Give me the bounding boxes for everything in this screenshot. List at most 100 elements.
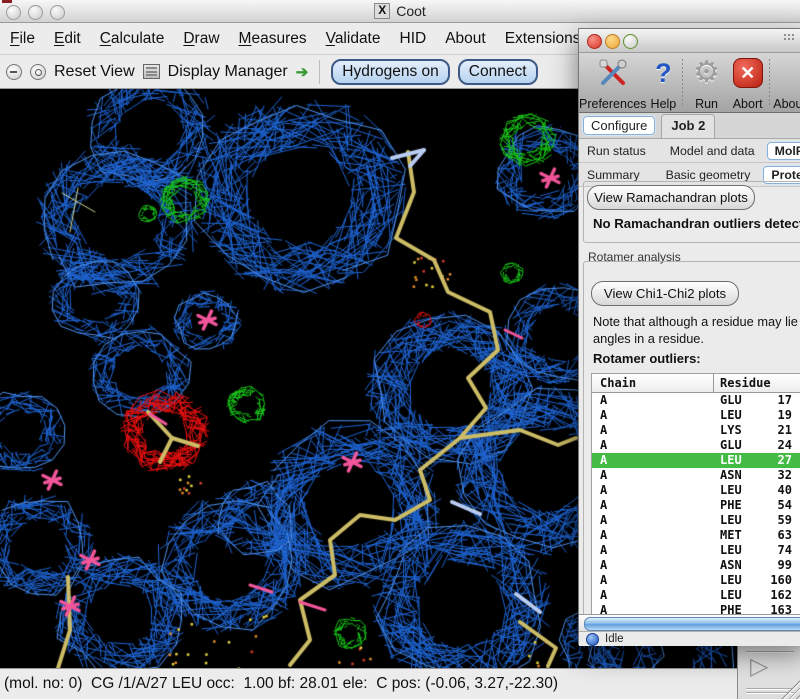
tab-configure[interactable]: Configure	[583, 116, 656, 135]
undo-icon[interactable]	[6, 63, 22, 80]
dialog-toolbar: Preferences? Help ⚙ Run ✕ Abort About	[579, 53, 800, 113]
menu-draw[interactable]: Draw	[183, 29, 220, 47]
cell-chain: A	[600, 468, 608, 482]
close-button[interactable]	[6, 5, 21, 20]
molprobity-dialog: Preferences? Help ⚙ Run ✕ Abort About Configur…	[578, 28, 800, 646]
menu-about[interactable]: About	[445, 29, 486, 47]
table-row[interactable]: A LEU 40	[592, 483, 800, 498]
table-row[interactable]: A GLU 24	[592, 438, 800, 453]
cell-residue-number: 59	[777, 513, 792, 527]
tools-icon	[599, 59, 627, 85]
ramachandran-frame	[583, 181, 800, 243]
display-manager-button[interactable]: Display Manager	[167, 62, 288, 80]
dialog-toolbar-run-button[interactable]: ⚙ Run	[685, 57, 728, 112]
dialog-status-text: Idle	[605, 633, 624, 645]
cell-residue-number: 99	[777, 558, 792, 572]
tab-protein[interactable]: Protein	[763, 165, 800, 184]
horizontal-scrollbar[interactable]	[579, 614, 800, 631]
table-row[interactable]: A LEU 74	[592, 543, 800, 558]
rotamer-analysis-label: Rotamer analysis	[585, 250, 684, 264]
cell-chain: A	[600, 483, 608, 497]
main-titlebar: X Coot	[0, 0, 800, 23]
reset-view-button[interactable]: Reset View	[54, 62, 135, 80]
cell-residue-number: 27	[777, 453, 792, 467]
column-header-chain[interactable]: Chain	[592, 374, 714, 392]
menu-hid[interactable]: HID	[399, 29, 427, 47]
table-row[interactable]: A LEU 19	[592, 408, 800, 423]
table-row[interactable]: A GLU 17	[592, 393, 800, 408]
table-row[interactable]: A MET 63	[592, 528, 800, 543]
menu-validate[interactable]: Validate	[325, 29, 381, 47]
table-row[interactable]: A LEU 160	[592, 573, 800, 588]
cell-residue-number: 40	[777, 483, 792, 497]
rotamer-note-line2: angles in a residue.	[593, 331, 704, 346]
cell-residue-name: LEU	[720, 588, 742, 602]
column-header-residue[interactable]: Residue	[720, 376, 771, 390]
tab-model-and-data[interactable]: Model and data	[669, 143, 755, 158]
tab-molprobity[interactable]: MolProbity	[766, 141, 800, 160]
menu-extensions[interactable]: Extensions	[504, 29, 581, 47]
menu-measures[interactable]: Measures	[238, 29, 307, 47]
grip-dots-icon	[783, 33, 795, 41]
menu-edit[interactable]: Edit	[53, 29, 81, 47]
dialog-minimize-button[interactable]	[605, 34, 620, 49]
tab-basic-geometry[interactable]: Basic geometry	[665, 167, 751, 182]
cell-chain: A	[600, 588, 608, 602]
tab-run-status[interactable]: Run status	[587, 143, 646, 158]
rotamer-outliers-label: Rotamer outliers:	[593, 351, 701, 366]
cell-residue-name: LEU	[720, 513, 742, 527]
cell-chain: A	[600, 603, 608, 617]
ramachandran-status-text: No Ramachandran outliers detected	[593, 216, 800, 231]
cell-residue-name: GLU	[720, 438, 742, 452]
dialog-close-button[interactable]	[587, 34, 602, 49]
scrollbar-thumb[interactable]	[584, 617, 800, 631]
atom-status-text: (mol. no: 0) CG /1/A/27 LEU occ: 1.00 bf…	[4, 675, 558, 692]
window-title: Coot	[396, 3, 426, 19]
divider	[746, 692, 794, 693]
dialog-zoom-button[interactable]	[623, 34, 638, 49]
dialog-toolbar-help-button[interactable]: ? Help	[646, 57, 680, 111]
table-row[interactable]: A PHE 163	[592, 603, 800, 618]
cell-chain: A	[600, 438, 608, 452]
cell-residue-name: MET	[720, 528, 742, 542]
cell-residue-name: LEU	[720, 483, 742, 497]
zoom-button[interactable]	[50, 5, 65, 20]
go-arrow-icon[interactable]: ➔	[295, 63, 309, 81]
table-row[interactable]: A ASN 99	[592, 558, 800, 573]
dialog-toolbar-preferences-button[interactable]: Preferences	[579, 57, 646, 111]
table-row[interactable]: A LYS 21	[592, 423, 800, 438]
abort-x-icon: ✕	[732, 58, 763, 88]
status-sphere-icon	[586, 632, 599, 646]
minimize-button[interactable]	[28, 5, 43, 20]
menu-calculate[interactable]: Calculate	[99, 29, 165, 47]
rotamer-outliers-table[interactable]: Chain Residue A GLU 17 A LEU 19 A LYS 21 A GLU 24 A LEU…	[591, 373, 800, 619]
view-ramachandran-plots-button[interactable]: View Ramachandran plots	[587, 185, 755, 210]
hydrogens-toggle-button[interactable]: Hydrogens on	[331, 58, 450, 85]
cell-chain: A	[600, 498, 608, 512]
toolbar-item-label: Preferences	[579, 97, 647, 111]
dialog-toolbar-about-button[interactable]: About	[772, 57, 800, 111]
background-window-corner: ▷	[737, 638, 800, 699]
cell-residue-name: LEU	[720, 573, 742, 587]
redo-icon[interactable]	[30, 63, 46, 80]
play-triangle-icon[interactable]: ▷	[750, 653, 769, 680]
table-row[interactable]: A LEU 59	[592, 513, 800, 528]
main-status-bar: (mol. no: 0) CG /1/A/27 LEU occ: 1.00 bf…	[0, 668, 800, 699]
table-row[interactable]: A PHE 54	[592, 498, 800, 513]
cell-residue-name: ASN	[720, 468, 742, 482]
view-chi1-chi2-plots-button[interactable]: View Chi1-Chi2 plots	[591, 281, 739, 306]
table-row[interactable]: A LEU 162	[592, 588, 800, 603]
dialog-titlebar	[579, 29, 800, 53]
dialog-toolbar-abort-button[interactable]: ✕ Abort	[728, 57, 768, 111]
tab-summary[interactable]: Summary	[587, 167, 640, 182]
menu-file[interactable]: File	[10, 29, 35, 47]
display-manager-icon	[142, 64, 160, 79]
table-row[interactable]: A LEU 27	[592, 453, 800, 468]
table-row[interactable]: A ASN 32	[592, 468, 800, 483]
tab-job-2[interactable]: Job 2	[661, 113, 716, 138]
cell-chain: A	[600, 513, 608, 527]
cell-residue-name: GLU	[720, 393, 742, 407]
connect-toggle-button[interactable]: Connect	[457, 58, 538, 85]
window-title-area: X Coot	[0, 0, 800, 22]
tab-row-pages: Configure Job 2	[579, 113, 800, 139]
